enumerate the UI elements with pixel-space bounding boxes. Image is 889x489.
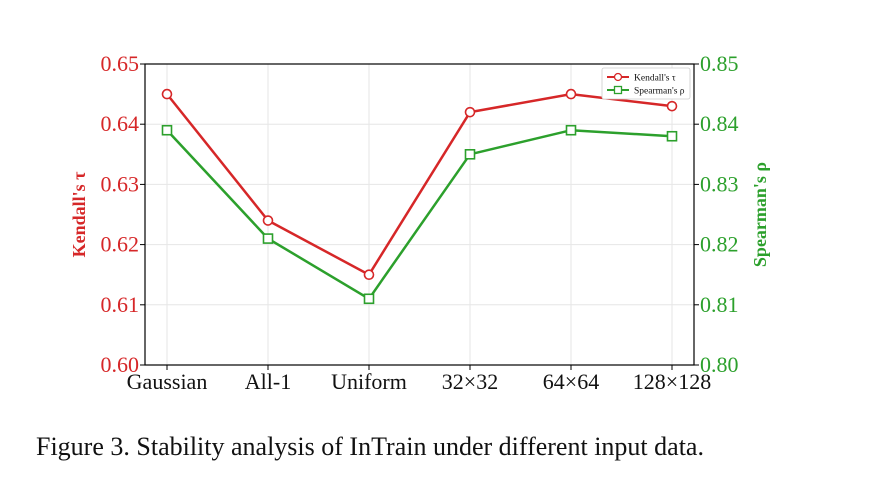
tick-label-right: 0.84 [700, 111, 739, 136]
right-axis-ticks: 0.80 0.81 0.82 0.83 0.84 0.85 [694, 51, 739, 377]
x-axis-ticks: Gaussian All-1 Uniform 32×32 64×64 128×128 [127, 365, 711, 394]
tick-label-right: 0.82 [700, 232, 739, 257]
data-point-spearman [565, 124, 577, 136]
data-point-spearman [262, 233, 274, 244]
series-line-kendall [166, 92, 673, 277]
data-point-kendall [363, 269, 375, 281]
data-point-kendall [565, 88, 577, 100]
data-point-spearman [363, 293, 375, 305]
legend-label-spearman: Spearman's ρ [634, 87, 685, 97]
tick-label-x: 32×32 [442, 369, 498, 394]
legend-marker-kendall [613, 72, 623, 82]
data-point-kendall [262, 215, 274, 226]
figure-caption: Figure 3. Stability analysis of InTrain … [36, 432, 704, 461]
tick-label-x: Uniform [331, 369, 407, 394]
y-axis-label-right: Spearman's ρ [750, 162, 770, 267]
tick-label-right: 0.83 [700, 171, 739, 196]
tick-label-right: 0.80 [700, 352, 739, 377]
tick-label-right: 0.81 [700, 292, 739, 317]
data-point-spearman [666, 130, 678, 142]
tick-label-left: 0.61 [101, 292, 140, 317]
data-point-kendall [161, 88, 173, 100]
left-axis-ticks: 0.60 0.61 0.62 0.63 0.64 0.65 [101, 51, 145, 377]
legend-label-kendall: Kendall's τ [634, 74, 676, 84]
data-point-kendall [464, 106, 476, 118]
tick-label-left: 0.65 [101, 51, 140, 76]
y-axis-label-left: Kendall's τ [69, 171, 89, 258]
data-point-spearman [464, 149, 476, 160]
tick-label-right: 0.85 [700, 51, 739, 76]
tick-label-left: 0.62 [101, 232, 140, 257]
legend-box [601, 67, 691, 100]
tick-label-left: 0.60 [101, 352, 140, 377]
chart: 0.600.610.620.630.640.65 0.800.810.820.8… [69, 51, 770, 394]
plot-frame [144, 63, 695, 366]
tick-label-x: All-1 [245, 369, 291, 394]
legend-marker-spearman [613, 85, 623, 95]
legend: Kendall's τ Spearman's ρ [601, 67, 691, 100]
data-point-kendall [666, 100, 678, 112]
tick-label-left: 0.63 [101, 171, 140, 196]
data-point-spearman [161, 124, 173, 136]
series-layer [161, 88, 678, 305]
tick-label-left: 0.64 [101, 111, 140, 136]
tick-label-x: 64×64 [543, 369, 599, 394]
grid-lines [145, 63, 694, 366]
series-line-spearman [166, 128, 673, 301]
tick-label-x: Gaussian [127, 369, 208, 394]
tick-label-x: 128×128 [633, 369, 711, 394]
